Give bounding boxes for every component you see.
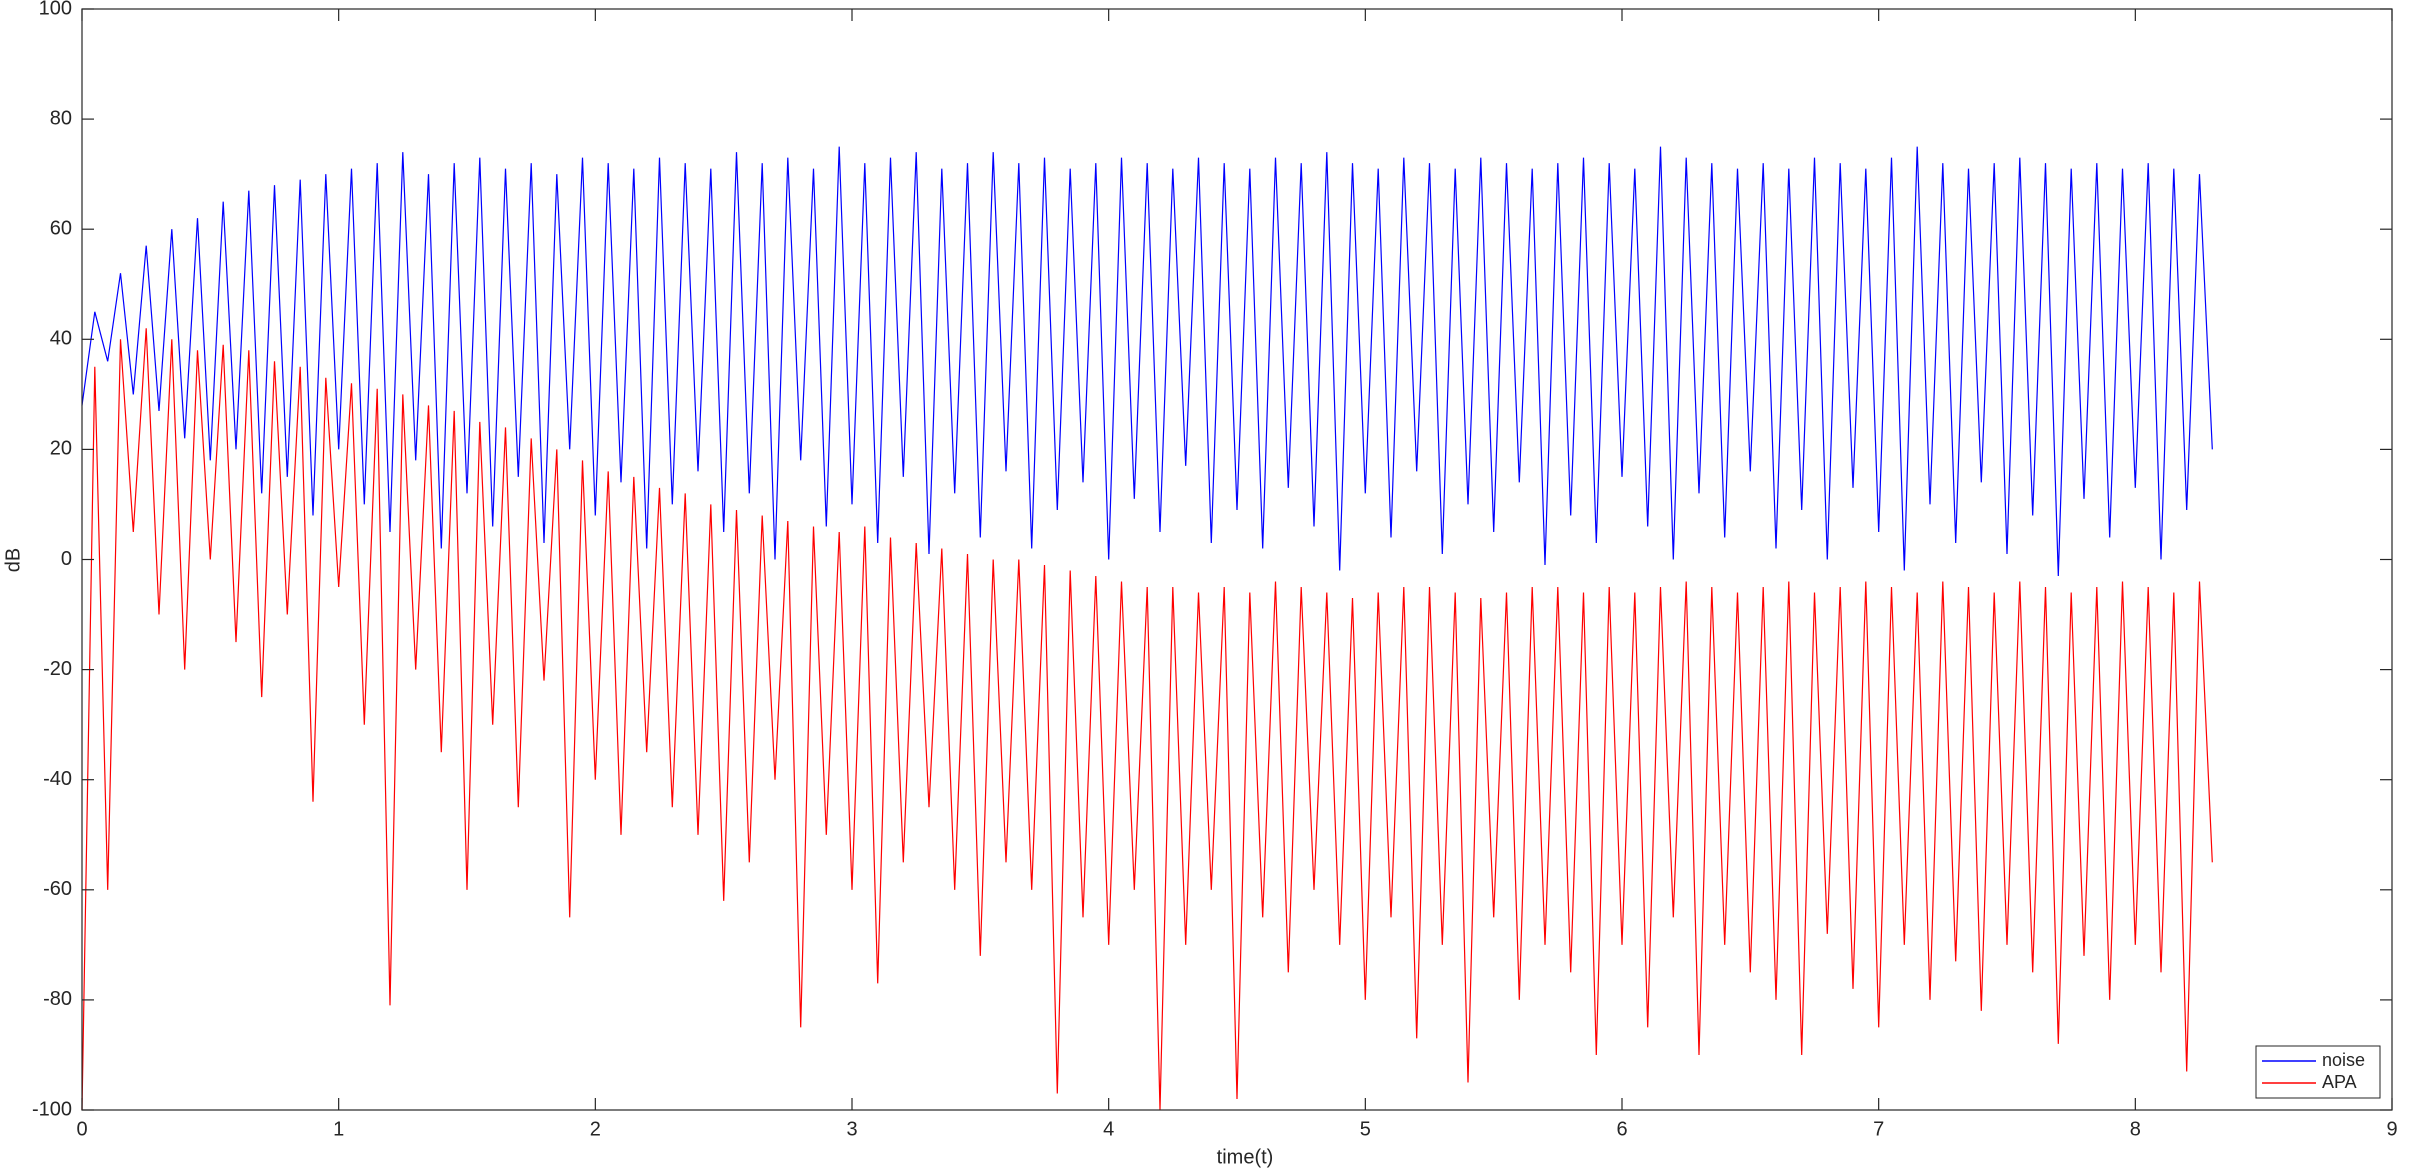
y-tick-label: -60 — [43, 878, 72, 900]
legend-label: noise — [2322, 1050, 2365, 1070]
y-tick-label: 0 — [61, 548, 72, 570]
y-tick-label: 40 — [50, 328, 72, 350]
x-tick-label: 2 — [590, 1118, 601, 1140]
x-tick-label: 7 — [1873, 1118, 1884, 1140]
x-axis-label: time(t) — [1217, 1146, 1274, 1168]
y-tick-label: -20 — [43, 658, 72, 680]
x-tick-label: 8 — [2130, 1118, 2141, 1140]
y-axis-label: dB — [2, 548, 24, 572]
y-tick-label: -40 — [43, 768, 72, 790]
legend-box — [2255, 1045, 2381, 1099]
y-tick-label: -100 — [32, 1098, 72, 1120]
x-tick-label: 5 — [1360, 1118, 1371, 1140]
legend-label: APA — [2322, 1072, 2357, 1092]
x-tick-label: 3 — [846, 1118, 857, 1140]
x-tick-label: 4 — [1103, 1118, 1114, 1140]
y-tick-label: -80 — [43, 988, 72, 1010]
y-tick-label: 20 — [50, 438, 72, 460]
x-tick-label: 1 — [333, 1118, 344, 1140]
y-tick-label: 100 — [39, 0, 72, 19]
x-tick-label: 0 — [76, 1118, 87, 1140]
y-tick-label: 80 — [50, 107, 72, 129]
x-tick-label: 9 — [2386, 1118, 2397, 1140]
x-tick-label: 6 — [1616, 1118, 1627, 1140]
series-line — [81, 146, 2213, 577]
y-tick-label: 60 — [50, 217, 72, 239]
series-line — [81, 328, 2213, 1111]
